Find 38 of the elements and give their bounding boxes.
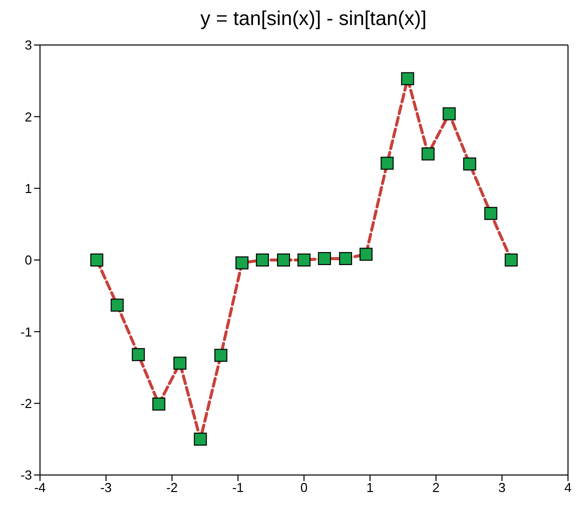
x-tick-label: -1 (232, 480, 244, 496)
point (401, 72, 414, 86)
point (422, 147, 435, 160)
point (318, 252, 331, 266)
x-tick-label: 2 (432, 480, 440, 496)
y-tick-label: -1 (20, 324, 32, 340)
x-tick-label: 0 (300, 480, 308, 496)
chart-title: y = tan[sin(x)] - sin[tan(x)] (199, 8, 428, 32)
y-tick-label: 3 (24, 38, 32, 53)
point (235, 256, 248, 270)
x-tick-label: 4 (564, 480, 572, 496)
point (380, 156, 394, 170)
x-tick-label: -4 (34, 480, 46, 496)
y-tick-label: -3 (20, 468, 32, 483)
point (442, 107, 456, 120)
point (152, 398, 166, 411)
y-tick-label: -2 (20, 396, 32, 411)
point (277, 254, 290, 266)
point (463, 157, 476, 170)
point (110, 298, 124, 312)
point (90, 254, 104, 266)
x-tick-label: 1 (366, 480, 374, 496)
point (194, 432, 207, 446)
point (256, 254, 269, 266)
point (132, 348, 145, 362)
x-tick-label: -2 (166, 480, 178, 496)
point (214, 348, 228, 362)
point (173, 356, 186, 370)
point (339, 252, 352, 266)
x-tick-label: -3 (100, 480, 112, 496)
y-tick-label: 1 (24, 180, 32, 196)
point (360, 248, 373, 261)
point (504, 254, 518, 266)
point (484, 206, 498, 220)
point (298, 254, 310, 266)
y-tick-label: 0 (24, 252, 32, 268)
x-tick-label: 3 (498, 480, 506, 496)
y-tick-label: 2 (24, 109, 32, 124)
